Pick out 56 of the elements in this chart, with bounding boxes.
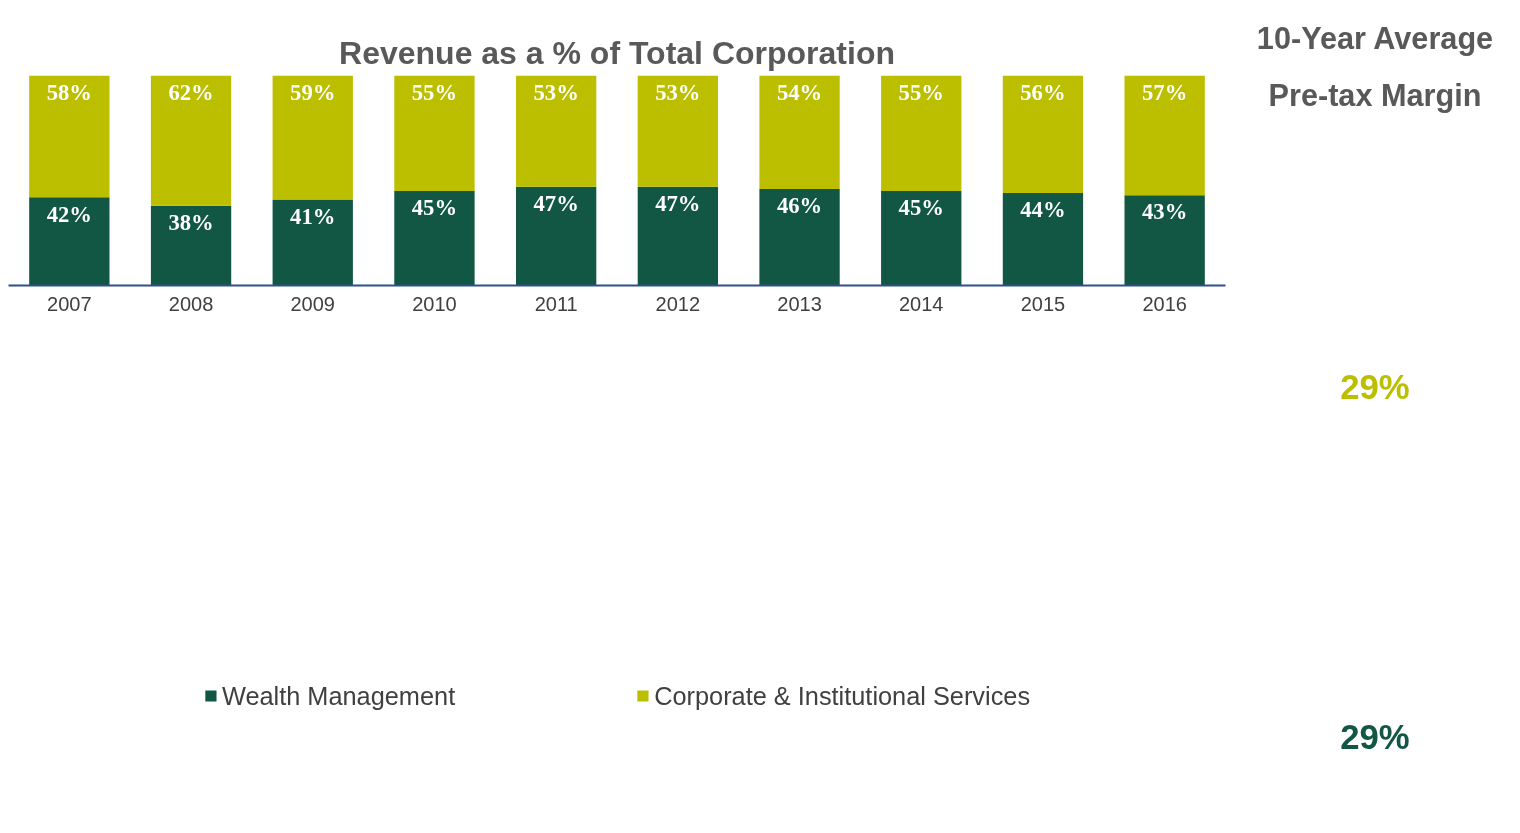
- data-label: 45%: [898, 195, 944, 221]
- bar: [150, 205, 232, 286]
- bar: [637, 186, 719, 286]
- data-label: 47%: [533, 191, 579, 216]
- bar: [515, 186, 597, 286]
- x-tick-label: 2011: [534, 292, 578, 315]
- bar: [1124, 75, 1205, 196]
- data-label: 55%: [898, 79, 944, 105]
- x-tick-label: 2008: [168, 292, 214, 315]
- data-label: 58%: [46, 79, 93, 105]
- text: 29%: [1340, 367, 1410, 409]
- data-label: 44%: [1020, 197, 1066, 223]
- bar: [881, 75, 962, 191]
- bar: [759, 188, 840, 286]
- data-label: 57%: [1141, 79, 1188, 105]
- bar: [272, 75, 353, 200]
- legend-label: Wealth Management: [221, 681, 456, 711]
- data-label: 45%: [411, 195, 458, 221]
- x-tick-label: 2014: [899, 292, 944, 315]
- x-tick-label: 2013: [777, 292, 822, 315]
- text: 29%: [1340, 717, 1410, 758]
- data-label: 62%: [168, 79, 214, 105]
- chart-title: Revenue as a % of Total Corporation: [339, 34, 895, 71]
- bar: [637, 75, 719, 187]
- data-label: 54%: [776, 79, 823, 105]
- bar: [1002, 193, 1084, 286]
- data-label: 43%: [1141, 199, 1188, 225]
- bar: [150, 75, 232, 206]
- bar: [394, 75, 475, 191]
- data-label: 55%: [411, 79, 458, 105]
- x-tick-label: 2016: [1142, 292, 1187, 315]
- bar: [881, 191, 962, 286]
- data-label: 41%: [290, 203, 336, 229]
- legend-label: Corporate & Institutional Services: [654, 681, 1031, 711]
- data-label: 53%: [533, 79, 579, 105]
- bar: [759, 75, 840, 189]
- x-tick-label: 2010: [412, 292, 457, 315]
- data-label: 56%: [1020, 79, 1066, 105]
- data-label: 42%: [46, 201, 93, 227]
- text: 10-Year Average Pre-tax Margin: [1255, 20, 1495, 115]
- x-tick-label: 2009: [290, 292, 335, 315]
- bar: [1124, 195, 1205, 286]
- data-label: 59%: [290, 79, 336, 105]
- bar: [29, 75, 110, 198]
- bar: [1002, 75, 1084, 194]
- x-tick-label: 2007: [47, 292, 92, 315]
- x-tick-label: 2012: [655, 292, 701, 315]
- data-label: 38%: [168, 209, 214, 235]
- x-tick-label: 2015: [1020, 292, 1066, 315]
- data-label: 53%: [655, 79, 701, 105]
- bar: [29, 197, 110, 286]
- bar: [394, 191, 475, 286]
- data-label: 47%: [655, 191, 701, 216]
- bar: [272, 199, 353, 286]
- bar: [515, 75, 597, 187]
- data-label: 46%: [776, 193, 823, 219]
